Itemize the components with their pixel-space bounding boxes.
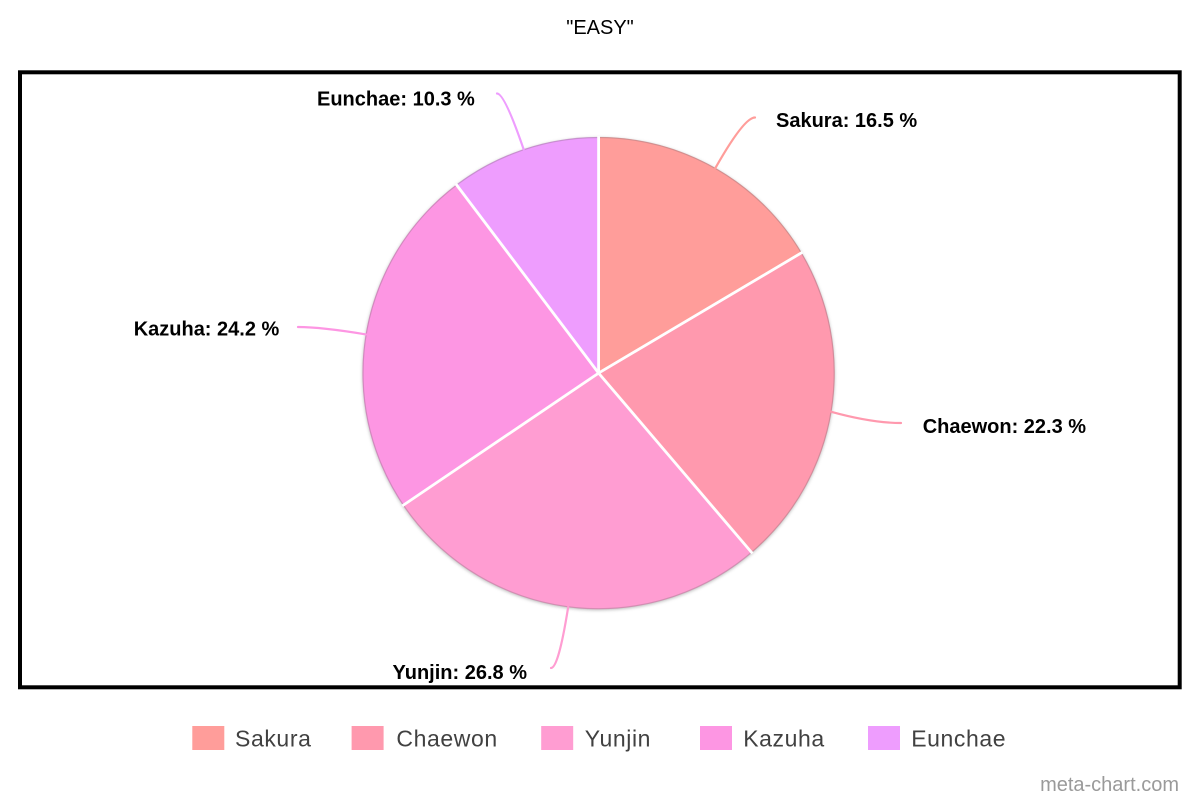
svg-text:Kazuha: Kazuha <box>743 726 825 752</box>
svg-text:Chaewon: Chaewon <box>396 726 497 752</box>
svg-text:Sakura: 16.5 %: Sakura: 16.5 % <box>776 110 917 132</box>
svg-text:meta-chart.com: meta-chart.com <box>1040 774 1179 796</box>
svg-text:Yunjin: 26.8 %: Yunjin: 26.8 % <box>393 662 528 684</box>
svg-text:"EASY": "EASY" <box>566 17 634 39</box>
svg-text:Eunchae: Eunchae <box>911 726 1006 752</box>
svg-text:Yunjin: Yunjin <box>585 726 651 752</box>
svg-text:Sakura: Sakura <box>235 726 311 752</box>
svg-text:Eunchae: 10.3 %: Eunchae: 10.3 % <box>317 89 475 111</box>
svg-text:Chaewon: 22.3 %: Chaewon: 22.3 % <box>923 416 1087 438</box>
svg-text:Kazuha: 24.2 %: Kazuha: 24.2 % <box>134 319 280 341</box>
